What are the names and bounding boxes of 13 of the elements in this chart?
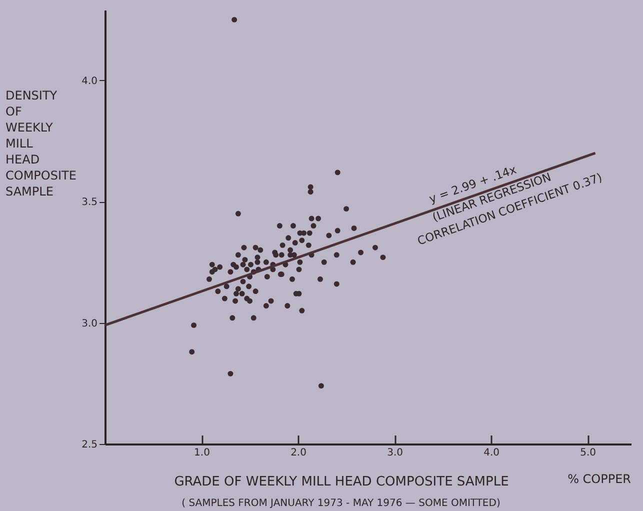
y-tick-label: 3.0 [82, 318, 98, 330]
text: ( SAMPLES FROM JANUARY 1973 - MAY 1976 — SOME OMITTED) [182, 498, 500, 509]
x-tick-label: 4.0 [484, 448, 500, 458]
x-tick-label: 3.0 [387, 448, 403, 458]
y-tick-label: 3.5 [82, 197, 98, 208]
x-axis-title: GRADE OF WEEKLY MILL HEAD COMPOSITE SAMPLE [174, 474, 509, 490]
text: % COPPER [568, 472, 631, 486]
x-tick-label: 5.0 [580, 448, 596, 458]
y-tick-label: 4.0 [82, 76, 98, 87]
y-axis-title: DENSITY OF WEEKLY MILL HEAD COMPOSITE SAMPLE [6, 88, 76, 198]
y-tick-label: 2.5 [82, 440, 98, 450]
x-tick-label: 1.0 [194, 448, 210, 458]
x-tick-label: 2.0 [290, 448, 306, 458]
